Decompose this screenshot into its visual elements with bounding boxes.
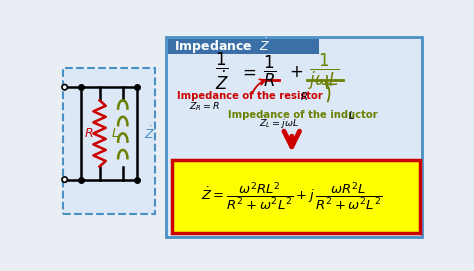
Text: $L$: $L$ bbox=[347, 109, 355, 121]
Circle shape bbox=[62, 177, 67, 182]
Text: Impedance  $\dot{Z}$: Impedance $\dot{Z}$ bbox=[174, 37, 271, 56]
Text: $L$: $L$ bbox=[111, 127, 119, 140]
Text: Impedance of the resistor: Impedance of the resistor bbox=[177, 91, 326, 101]
Text: Impedance of the inductor: Impedance of the inductor bbox=[228, 110, 381, 120]
Text: $\dfrac{1}{R}$: $\dfrac{1}{R}$ bbox=[263, 54, 277, 89]
FancyBboxPatch shape bbox=[166, 37, 422, 237]
Text: $R$: $R$ bbox=[84, 127, 93, 140]
Text: $\dot{Z}_R = R$: $\dot{Z}_R = R$ bbox=[190, 97, 220, 113]
Text: $\dfrac{1}{\dot{Z}}$: $\dfrac{1}{\dot{Z}}$ bbox=[215, 51, 229, 92]
Text: $\dot{Z}$: $\dot{Z}$ bbox=[145, 125, 155, 142]
Circle shape bbox=[62, 85, 67, 90]
Text: $\dfrac{1}{j\omega L}$: $\dfrac{1}{j\omega L}$ bbox=[309, 52, 340, 92]
FancyBboxPatch shape bbox=[173, 160, 419, 234]
Text: $R$: $R$ bbox=[300, 91, 308, 102]
FancyBboxPatch shape bbox=[63, 68, 155, 214]
Text: $=$: $=$ bbox=[239, 63, 256, 81]
Text: $\dot{Z} = \dfrac{\omega^2 R L^2}{R^2 + \omega^2 L^2} + j\,\dfrac{\omega R^2 L}{: $\dot{Z} = \dfrac{\omega^2 R L^2}{R^2 + … bbox=[201, 180, 383, 212]
FancyBboxPatch shape bbox=[168, 39, 319, 54]
Text: $\dot{Z}_L = j\omega L$: $\dot{Z}_L = j\omega L$ bbox=[259, 115, 299, 131]
Text: $+$: $+$ bbox=[289, 63, 303, 81]
